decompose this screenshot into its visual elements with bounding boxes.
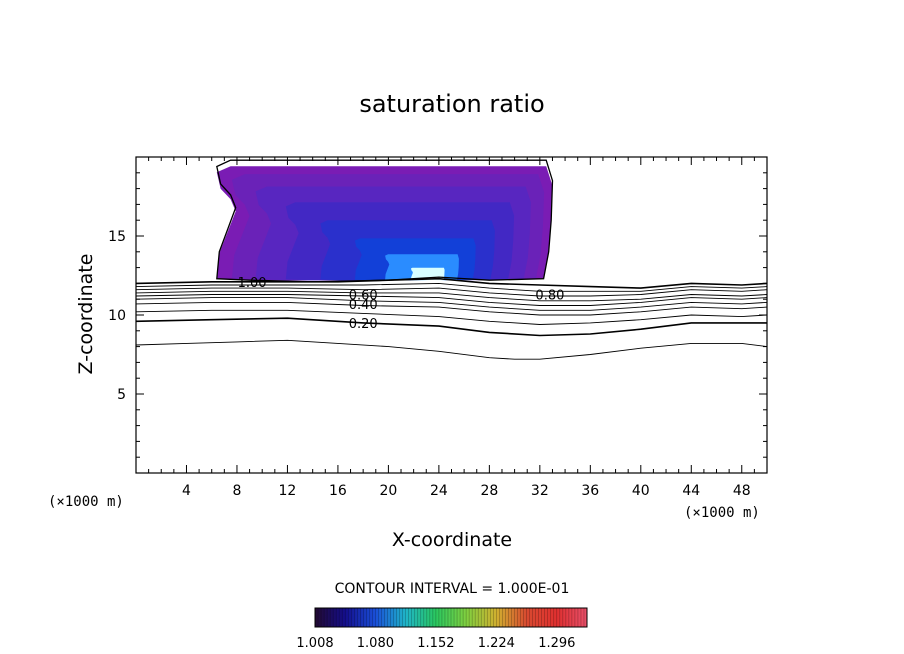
contour-line-0.8 [136, 287, 767, 297]
x-tick-label: 40 [632, 483, 650, 499]
contour-label-0: 1.00 [238, 276, 267, 291]
contour-line-0.4 [136, 301, 767, 316]
colorbar-tick-label: 1.296 [538, 636, 575, 651]
x-tick-label: 4 [182, 483, 191, 499]
x-tick-label: 16 [329, 483, 347, 499]
contour-line-0.1 [136, 339, 767, 360]
y-axis-label: Z-coordinate [75, 254, 97, 375]
colorbar-tick-label: 1.008 [296, 636, 333, 651]
contour-lines [136, 277, 767, 360]
contour-line-0.9 [136, 282, 767, 292]
x-tick-label: 36 [581, 483, 599, 499]
colorbar-tick-label: 1.224 [478, 636, 515, 651]
contour-line-0.6 [136, 294, 767, 306]
contour-line-0.7 [136, 290, 767, 302]
x-tick-label: 24 [430, 483, 448, 499]
x-tick-label: 8 [232, 483, 241, 499]
x-axis-ticks: 4 8 12 16 20 24 28 32 36 40 44 48 [148, 157, 755, 499]
contour-interval-label: CONTOUR INTERVAL = 1.000E-01 [335, 581, 570, 597]
y-tick-label: 10 [108, 308, 126, 324]
contour-line-0.5 [136, 297, 767, 311]
y-tick-label: 5 [117, 387, 126, 403]
contour-label-4: 0.20 [349, 317, 378, 332]
contour-label-2: 0.60 [349, 289, 378, 304]
contour-line-0.3 [136, 309, 767, 325]
x-tick-label: 28 [480, 483, 498, 499]
x-unit-label-right: (×1000 m) [684, 505, 760, 521]
x-axis-label: X-coordinate [392, 529, 512, 551]
chart-title: saturation ratio [359, 90, 544, 118]
colorbar-tick-label: 1.152 [417, 636, 454, 651]
contour-label-3: 0.40 [349, 298, 378, 313]
contour-line-1.0 [136, 277, 767, 289]
x-tick-label: 12 [279, 483, 297, 499]
colorbar-tick-label: 1.080 [357, 636, 394, 651]
contour-line-0.2 [136, 317, 767, 337]
x-tick-label: 32 [531, 483, 549, 499]
contour-label-1: 0.80 [535, 289, 564, 304]
x-tick-label: 44 [682, 483, 700, 499]
y-axis-ticks: 5 10 15 [108, 172, 767, 458]
y-tick-label: 15 [108, 229, 126, 245]
x-unit-label-left: (×1000 m) [48, 494, 124, 510]
supersaturated-region [216, 159, 554, 283]
x-tick-label: 20 [379, 483, 397, 499]
colorbar [314, 607, 588, 628]
x-tick-label: 48 [733, 483, 751, 499]
colorbar-stripes [317, 608, 585, 627]
contour-labels: 1.00 0.80 0.600.40 0.20 [238, 276, 565, 332]
colorbar-tick-labels: 1.008 1.080 1.152 1.224 1.296 [296, 636, 575, 651]
